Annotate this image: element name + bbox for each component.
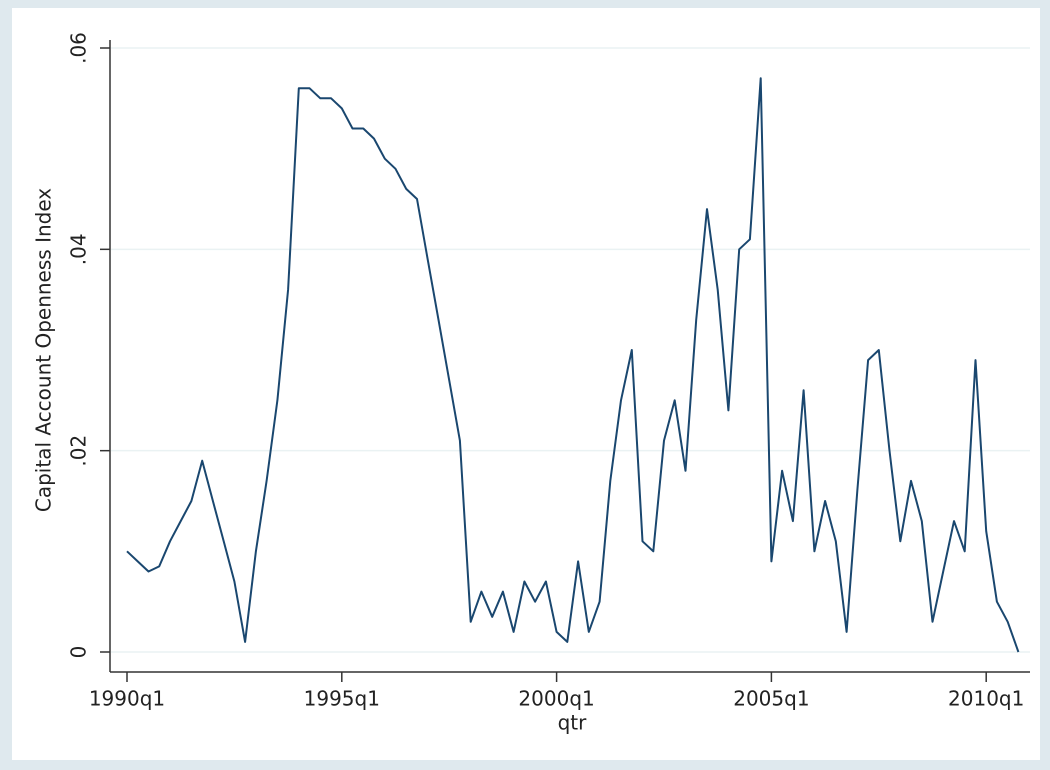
y-tick-label: .04: [67, 233, 91, 265]
x-tick-label: 2000q1: [518, 687, 594, 711]
plot-background: [12, 8, 1040, 760]
x-tick-label: 1995q1: [304, 687, 380, 711]
x-axis-title: qtr: [558, 711, 588, 735]
y-tick-label: .06: [67, 32, 91, 64]
line-series: [126, 77, 1020, 653]
x-tick-label: 2010q1: [948, 687, 1024, 711]
y-axis-title: Capital Account Openness Index: [32, 188, 56, 512]
x-tick-label: 2005q1: [733, 687, 809, 711]
y-tick-label: 0: [67, 646, 91, 659]
y-tick-label: .02: [67, 435, 91, 467]
x-tick-label: 1990q1: [89, 687, 165, 711]
